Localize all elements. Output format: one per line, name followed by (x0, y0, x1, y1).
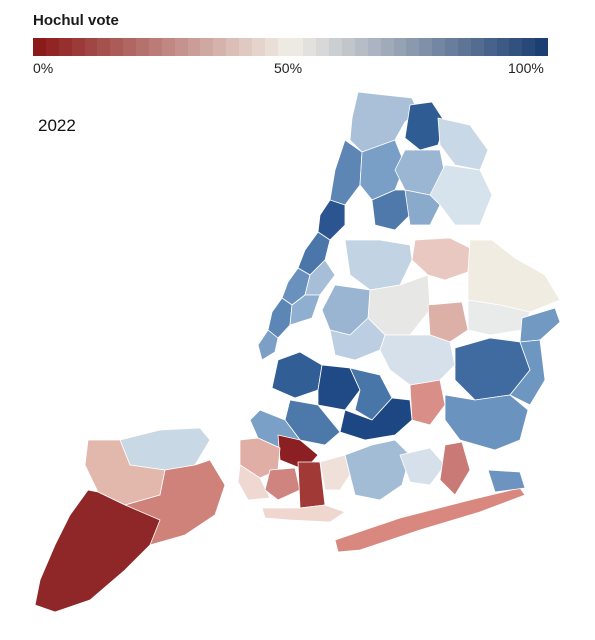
district-region[interactable] (257, 329, 279, 361)
bronx (329, 91, 493, 231)
district-region[interactable] (329, 317, 386, 361)
year-label: 2022 (38, 116, 76, 135)
tick-label-mid: 50% (274, 60, 303, 76)
color-scale-segment (110, 38, 124, 56)
color-scale-segment (419, 38, 433, 56)
color-scale-segment (367, 38, 381, 56)
color-scale-segment (316, 38, 330, 56)
color-scale-segment (354, 38, 368, 56)
color-scale-segment (123, 38, 136, 56)
district-region[interactable] (319, 454, 351, 491)
color-scale-segment (58, 38, 72, 56)
district-region[interactable] (487, 469, 526, 493)
color-scale-segment (445, 38, 458, 56)
district-region[interactable] (427, 301, 469, 343)
district-region[interactable] (261, 504, 346, 523)
color-scale-segment (483, 38, 497, 56)
color-scale-segment (239, 38, 252, 56)
color-scale-segment (136, 38, 149, 56)
legend-title: Hochul vote (33, 12, 119, 29)
color-scale-segment (213, 38, 227, 56)
color-scale-segment (161, 38, 175, 56)
color-scale-segment (71, 38, 85, 56)
district-region[interactable] (519, 307, 561, 343)
queens (321, 237, 561, 451)
district-region[interactable] (437, 117, 489, 171)
district-region[interactable] (399, 447, 446, 486)
color-scale-segment (148, 38, 162, 56)
color-scale-segment (200, 38, 214, 56)
color-scale-segment (393, 38, 407, 56)
color-scale-segment (342, 38, 355, 56)
district-region[interactable] (264, 467, 301, 501)
color-scale-segment (84, 38, 98, 56)
district-region[interactable] (339, 397, 413, 441)
color-scale-segment (251, 38, 265, 56)
district-region[interactable] (444, 394, 529, 451)
district-region[interactable] (271, 351, 323, 399)
color-scale-segment (187, 38, 201, 56)
color-scale-segment (535, 38, 548, 56)
district-region[interactable] (34, 489, 161, 613)
color-scale-segment (264, 38, 278, 56)
district-region[interactable] (344, 239, 413, 291)
district-region[interactable] (509, 339, 546, 406)
district-region[interactable] (411, 237, 471, 281)
district-region[interactable] (439, 441, 471, 496)
color-scale-segment (406, 38, 420, 56)
tick-label-max: 100% (508, 60, 544, 76)
district-region[interactable] (404, 189, 441, 226)
district-region[interactable] (289, 294, 321, 326)
district-region[interactable] (467, 239, 561, 313)
color-scale-segment (457, 38, 471, 56)
color-scale-segment (33, 38, 46, 56)
tick-label-min: 0% (33, 60, 54, 76)
district-region[interactable] (329, 139, 363, 206)
staten-island (34, 427, 226, 613)
color-scale-segment (522, 38, 536, 56)
color-scale-segment (174, 38, 188, 56)
color-scale-segment (432, 38, 445, 56)
district-region[interactable] (317, 199, 346, 241)
color-scale-bar (33, 38, 548, 56)
color-scale-segment (290, 38, 304, 56)
district-region[interactable] (344, 439, 411, 501)
color-scale-segment (226, 38, 239, 56)
brooklyn (237, 351, 413, 523)
color-scale-segment (303, 38, 317, 56)
color-scale-segment (470, 38, 484, 56)
district-region[interactable] (409, 379, 446, 426)
district-region[interactable] (237, 464, 271, 501)
district-region[interactable] (304, 259, 336, 296)
rockaway-jamaica-bay (334, 441, 526, 553)
district-region[interactable] (119, 427, 211, 471)
district-region[interactable] (379, 334, 456, 386)
district-region[interactable] (334, 487, 526, 553)
district-region[interactable] (267, 297, 293, 339)
color-scale-segment (380, 38, 394, 56)
color-scale-segment (45, 38, 59, 56)
color-scale-segment (509, 38, 523, 56)
color-scale-segment (97, 38, 111, 56)
district-region[interactable] (404, 101, 446, 151)
color-scale-segment (277, 38, 291, 56)
color-scale-segment (329, 38, 342, 56)
manhattan (257, 199, 346, 361)
color-scale-segment (496, 38, 510, 56)
